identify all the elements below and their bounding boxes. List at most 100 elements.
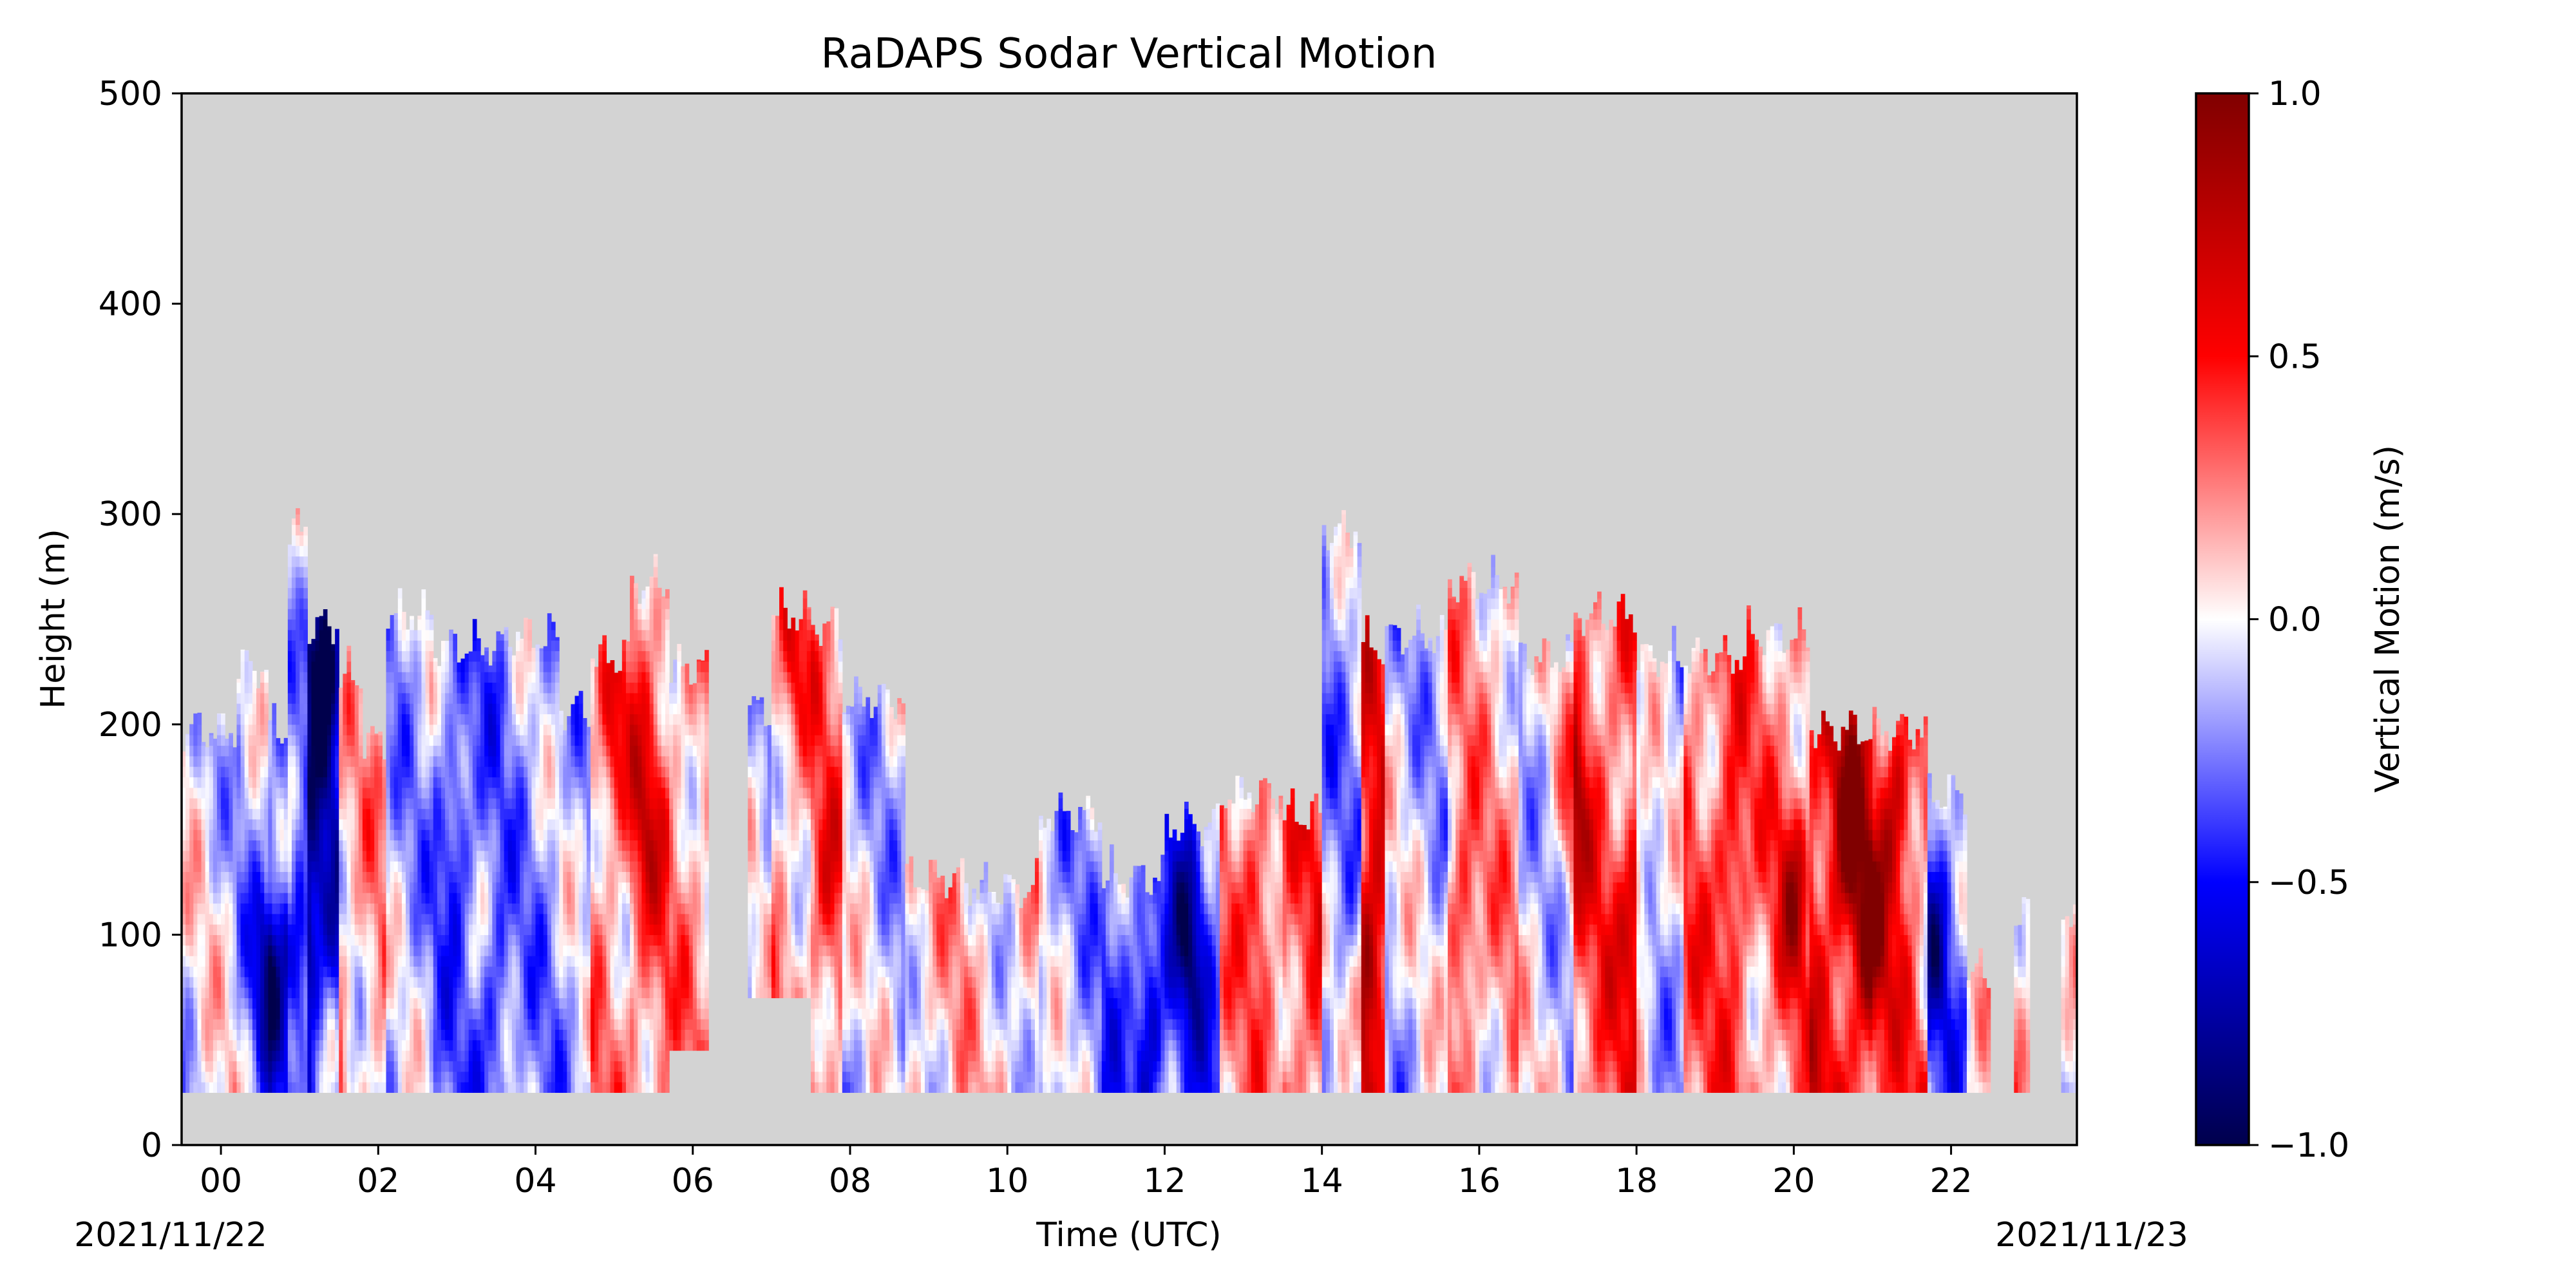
heatmap-cell bbox=[374, 987, 379, 998]
heatmap-cell bbox=[323, 1082, 328, 1093]
heatmap-cell bbox=[272, 987, 277, 998]
heatmap-cell bbox=[256, 987, 261, 998]
heatmap-cell bbox=[460, 976, 466, 988]
heatmap-cell bbox=[520, 755, 524, 767]
heatmap-cell bbox=[213, 787, 218, 799]
heatmap-cell bbox=[390, 840, 395, 851]
heatmap-cell bbox=[625, 945, 630, 956]
heatmap-cell bbox=[437, 871, 442, 883]
heatmap-cell bbox=[335, 808, 339, 820]
heatmap-cell bbox=[236, 724, 242, 735]
heatmap-cell bbox=[571, 787, 576, 799]
heatmap-cell bbox=[457, 871, 462, 883]
heatmap-cell bbox=[197, 714, 202, 725]
heatmap-cell bbox=[276, 956, 281, 967]
heatmap-cell bbox=[453, 1082, 458, 1093]
heatmap-cell bbox=[303, 703, 308, 715]
heatmap-cell bbox=[350, 1019, 355, 1030]
heatmap-cell bbox=[425, 966, 430, 978]
heatmap-cell bbox=[343, 777, 348, 788]
heatmap-cell bbox=[335, 1039, 339, 1051]
heatmap-cell bbox=[464, 966, 469, 978]
heatmap-cell bbox=[551, 798, 556, 810]
heatmap-cell bbox=[645, 998, 650, 1009]
heatmap-cell bbox=[279, 924, 285, 935]
heatmap-cell bbox=[264, 692, 269, 704]
heatmap-cell bbox=[378, 1061, 383, 1072]
heatmap-cell bbox=[354, 966, 359, 978]
heatmap-cell bbox=[571, 724, 576, 735]
heatmap-cell bbox=[260, 913, 265, 925]
heatmap-cell bbox=[488, 998, 493, 1009]
heatmap-cell bbox=[563, 829, 567, 841]
heatmap-cell bbox=[591, 703, 595, 715]
heatmap-cell bbox=[484, 650, 489, 662]
heatmap-cell bbox=[185, 1019, 190, 1030]
heatmap-cell bbox=[476, 692, 481, 704]
heatmap-cell bbox=[630, 987, 634, 998]
heatmap-cell bbox=[421, 787, 426, 799]
heatmap-cell bbox=[323, 619, 328, 630]
heatmap-cell bbox=[591, 924, 595, 935]
heatmap-cell bbox=[496, 640, 501, 652]
heatmap-cell bbox=[602, 1061, 607, 1072]
heatmap-cell bbox=[638, 650, 642, 662]
heatmap-cell bbox=[492, 1071, 497, 1083]
heatmap-cell bbox=[296, 882, 300, 893]
heatmap-cell bbox=[507, 829, 513, 841]
heatmap-cell bbox=[299, 556, 304, 567]
heatmap-cell bbox=[488, 976, 493, 988]
heatmap-cell bbox=[574, 1019, 580, 1030]
heatmap-cell bbox=[397, 1029, 402, 1041]
heatmap-cell bbox=[594, 819, 599, 830]
heatmap-cell bbox=[201, 1019, 206, 1030]
heatmap-cell bbox=[571, 777, 576, 788]
heatmap-cell bbox=[268, 777, 273, 788]
heatmap-cell bbox=[256, 893, 261, 904]
heatmap-cell bbox=[625, 672, 630, 683]
heatmap-cell bbox=[421, 735, 426, 746]
heatmap-cell bbox=[410, 819, 414, 830]
heatmap-cell bbox=[634, 893, 638, 904]
heatmap-cell bbox=[346, 703, 352, 715]
heatmap-cell bbox=[413, 1019, 418, 1030]
heatmap-cell bbox=[433, 766, 438, 778]
heatmap-cell bbox=[515, 777, 520, 788]
heatmap-cell bbox=[221, 840, 225, 851]
heatmap-cell bbox=[307, 745, 312, 757]
heatmap-cell bbox=[291, 998, 296, 1009]
heatmap-cell bbox=[299, 531, 304, 536]
heatmap-cell bbox=[339, 808, 343, 820]
heatmap-cell bbox=[370, 924, 375, 935]
heatmap-cell bbox=[229, 998, 233, 1009]
heatmap-cell bbox=[535, 945, 540, 956]
heatmap-cell bbox=[591, 787, 595, 799]
heatmap-cell bbox=[460, 829, 466, 841]
heatmap-cell bbox=[272, 966, 277, 978]
heatmap-cell bbox=[382, 1039, 387, 1051]
heatmap-cell bbox=[386, 661, 391, 672]
heatmap-cell bbox=[641, 966, 647, 978]
heatmap-cell bbox=[445, 819, 450, 830]
heatmap-cell bbox=[252, 1050, 257, 1061]
heatmap-cell bbox=[433, 976, 438, 988]
heatmap-cell bbox=[397, 850, 402, 862]
heatmap-cell bbox=[460, 903, 466, 914]
heatmap-cell bbox=[185, 913, 190, 925]
heatmap-cell bbox=[417, 840, 422, 851]
heatmap-cell bbox=[240, 714, 245, 725]
heatmap-cell bbox=[618, 745, 623, 757]
heatmap-cell bbox=[319, 1039, 324, 1051]
heatmap-cell bbox=[457, 1039, 462, 1051]
heatmap-cell bbox=[511, 893, 516, 904]
heatmap-cell bbox=[563, 787, 567, 799]
heatmap-cell bbox=[630, 861, 634, 873]
heatmap-cell bbox=[229, 1008, 233, 1019]
heatmap-cell bbox=[209, 735, 214, 746]
heatmap-cell bbox=[551, 755, 556, 767]
heatmap-cell bbox=[248, 1050, 253, 1061]
heatmap-cell bbox=[515, 798, 520, 810]
heatmap-cell bbox=[240, 829, 245, 841]
heatmap-cell bbox=[524, 987, 528, 998]
heatmap-cell bbox=[484, 682, 489, 694]
